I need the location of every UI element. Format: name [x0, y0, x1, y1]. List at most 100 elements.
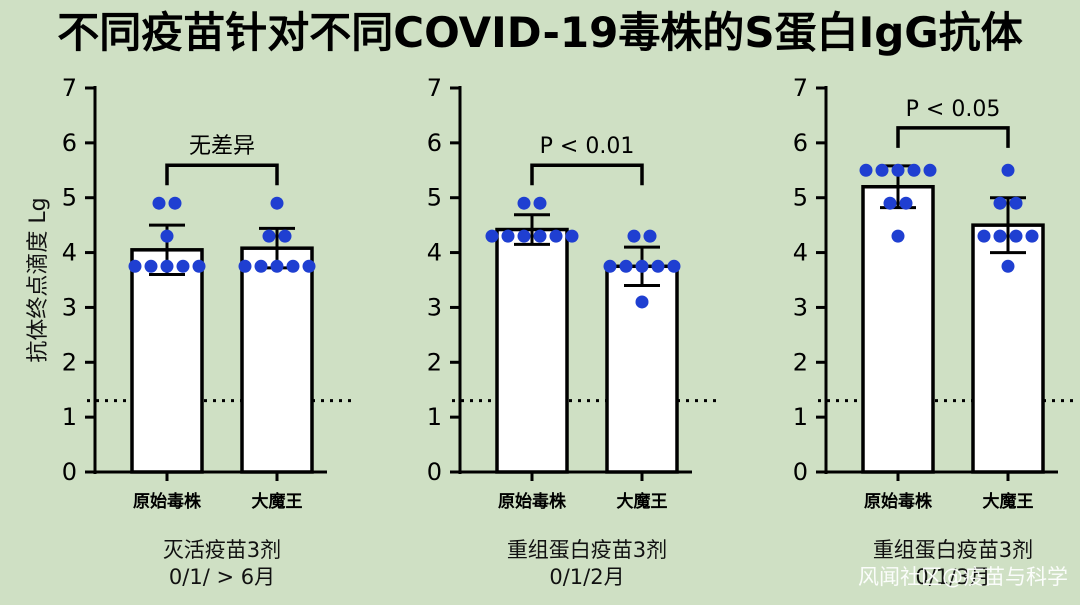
data-point — [993, 229, 1007, 243]
y-tick-label: 7 — [62, 74, 77, 102]
y-tick-label: 3 — [427, 293, 442, 321]
significance-label: P < 0.01 — [540, 134, 635, 159]
significance-bracket — [165, 163, 279, 186]
panel-caption-line: 重组蛋白疫苗3剂 — [506, 538, 668, 562]
data-point — [907, 163, 921, 177]
data-point — [891, 229, 905, 243]
data-point — [899, 196, 913, 210]
y-tick-label: 0 — [427, 458, 442, 486]
data-point — [168, 196, 182, 210]
category-label: 原始毒株 — [498, 491, 567, 512]
y-tick-label: 6 — [427, 129, 442, 157]
panel-caption-line: 重组蛋白疫苗3剂 — [872, 538, 1034, 562]
data-point — [533, 196, 547, 210]
panel-caption-line: 0/1/ > 6月 — [168, 565, 276, 589]
watermark: 风闻社区@疫苗与科学 — [858, 565, 1068, 589]
data-point — [643, 229, 657, 243]
data-point — [977, 229, 991, 243]
y-tick-label: 0 — [62, 458, 77, 486]
significance-label: 无差异 — [189, 134, 255, 159]
panel-caption: 重组蛋白疫苗3剂 0/1/2月 — [437, 537, 737, 591]
data-point — [875, 163, 889, 177]
y-tick-label: 2 — [793, 348, 808, 376]
data-point — [635, 259, 649, 273]
data-point — [603, 259, 617, 273]
category-label: 大魔王 — [617, 491, 668, 512]
data-point — [254, 259, 268, 273]
category-label: 原始毒株 — [133, 491, 202, 512]
category-label: 大魔王 — [252, 491, 303, 512]
data-point — [891, 163, 905, 177]
data-point — [859, 163, 873, 177]
panel-caption-line: 0/1/3月 — [915, 565, 991, 589]
y-tick-label: 1 — [427, 403, 442, 431]
data-point — [501, 229, 515, 243]
bar — [240, 246, 314, 474]
significance-bracket — [530, 163, 644, 186]
y-tick-label: 4 — [62, 239, 77, 267]
y-tick-label: 1 — [793, 403, 808, 431]
data-point — [1001, 163, 1015, 177]
significance-bracket — [896, 126, 1010, 148]
data-point — [651, 259, 665, 273]
data-point — [152, 196, 166, 210]
y-tick-label: 6 — [62, 129, 77, 157]
y-tick-label: 5 — [427, 184, 442, 212]
data-point — [192, 259, 206, 273]
panel-caption: 灭活疫苗3剂 0/1/ > 6月 — [72, 537, 372, 591]
data-point — [627, 229, 641, 243]
data-point — [549, 229, 563, 243]
figure-title: 不同疫苗针对不同COVID-19毒株的S蛋白IgG抗体 — [57, 8, 1023, 57]
data-point — [1009, 229, 1023, 243]
data-point — [533, 229, 547, 243]
data-point — [1009, 196, 1023, 210]
y-tick-label: 2 — [427, 348, 442, 376]
data-point — [517, 196, 531, 210]
data-point — [128, 259, 142, 273]
data-point — [262, 229, 276, 243]
data-point — [302, 259, 316, 273]
panel-caption-line: 灭活疫苗3剂 — [162, 538, 282, 562]
y-tick-label: 5 — [62, 184, 77, 212]
significance-label: P < 0.05 — [906, 97, 1001, 122]
y-tick-label: 7 — [427, 74, 442, 102]
y-tick-label: 0 — [793, 458, 808, 486]
data-point — [485, 229, 499, 243]
data-point — [667, 259, 681, 273]
data-point — [278, 229, 292, 243]
y-tick-label: 3 — [793, 293, 808, 321]
y-tick-label: 7 — [793, 74, 808, 102]
data-point — [1001, 259, 1015, 273]
category-label: 大魔王 — [983, 491, 1034, 512]
data-point — [923, 163, 937, 177]
bar — [861, 184, 935, 474]
y-tick-label: 2 — [62, 348, 77, 376]
data-point — [883, 196, 897, 210]
data-point — [619, 259, 633, 273]
data-point — [176, 259, 190, 273]
y-tick-label: 4 — [427, 239, 442, 267]
panel-caption: 重组蛋白疫苗3剂 0/1/3月 — [803, 537, 1080, 591]
y-tick-label: 6 — [793, 129, 808, 157]
bar — [130, 248, 204, 474]
data-point — [635, 295, 649, 309]
data-point — [160, 259, 174, 273]
data-point — [993, 196, 1007, 210]
y-tick-label: 4 — [793, 239, 808, 267]
y-tick-label: 3 — [62, 293, 77, 321]
panel-caption-line: 0/1/2月 — [549, 565, 625, 589]
y-tick-label: 1 — [62, 403, 77, 431]
data-point — [144, 259, 158, 273]
bar — [495, 227, 569, 474]
data-point — [270, 196, 284, 210]
data-point — [160, 229, 174, 243]
y-tick-label: 5 — [793, 184, 808, 212]
data-point — [286, 259, 300, 273]
data-point — [270, 259, 284, 273]
data-point — [565, 229, 579, 243]
data-point — [517, 229, 531, 243]
data-point — [238, 259, 252, 273]
category-label: 原始毒株 — [864, 491, 933, 512]
